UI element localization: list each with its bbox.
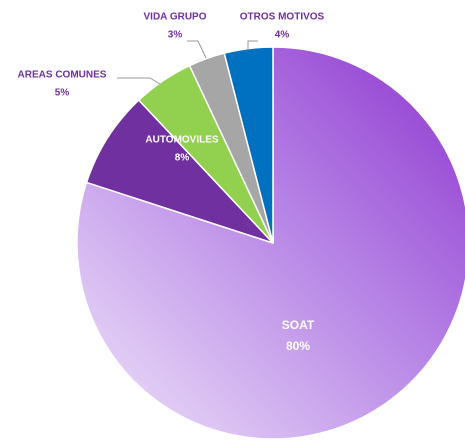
- value-label: 3%: [168, 30, 183, 41]
- category-label: AUTOMOVILES: [145, 135, 218, 146]
- value-label: 80%: [286, 339, 310, 353]
- category-label: AREAS COMUNES: [18, 70, 107, 81]
- pie-slice: [85, 99, 274, 244]
- category-label: OTROS MOTIVOS: [240, 12, 325, 23]
- leader-line: [117, 77, 161, 85]
- value-label: 8%: [175, 153, 190, 164]
- category-label: VIDA GRUPO: [144, 12, 207, 23]
- leader-line: [247, 40, 258, 50]
- category-label: SOAT: [282, 318, 315, 332]
- value-label: 5%: [55, 88, 70, 99]
- value-label: 4%: [275, 30, 290, 41]
- leader-line: [187, 40, 207, 59]
